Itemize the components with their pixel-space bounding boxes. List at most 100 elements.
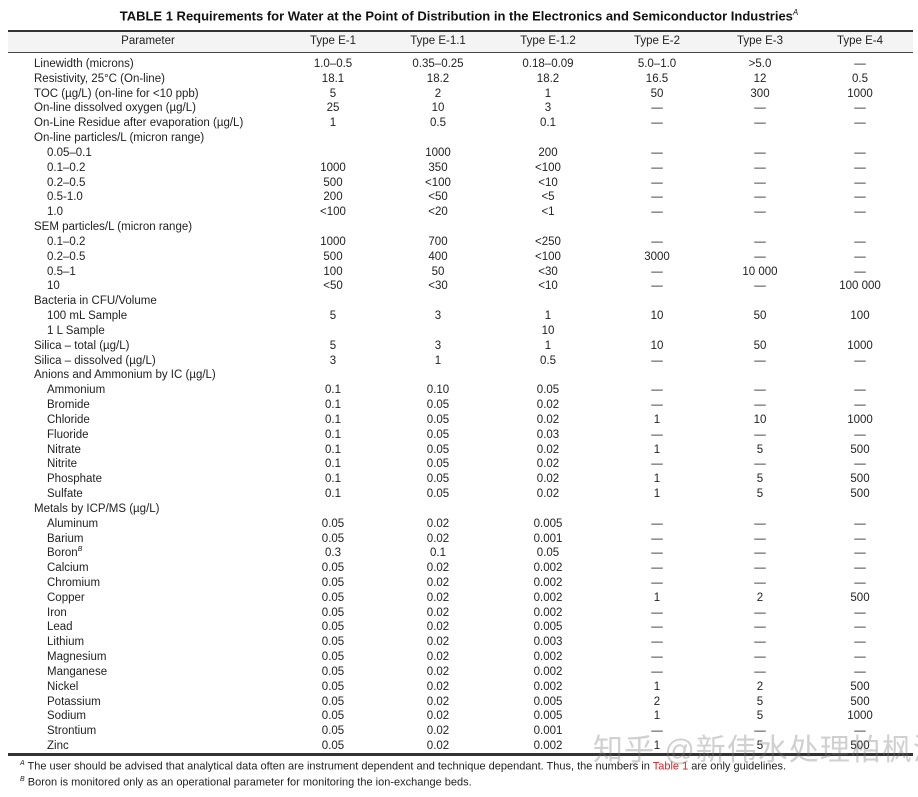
parameter-label: Aluminum: [47, 517, 99, 530]
table-cell: <10: [538, 280, 558, 293]
parameter-label: 0.2–0.5: [47, 176, 86, 189]
table-cell: —: [651, 725, 663, 738]
table-row: Lead 0.05 0.02 0.005 — — —: [0, 620, 918, 635]
table-cell: 0.35–0.25: [412, 58, 464, 70]
table-cell: 0.02: [426, 621, 450, 634]
footnote-b: B Boron is monitored only as an operatio…: [20, 776, 472, 789]
table-header: Parameter Type E-1 Type E-1.1 Type E-1.2 Typ…: [8, 32, 913, 53]
parameter-label: 0.1–0.2: [47, 161, 86, 174]
table-cell: —: [651, 547, 663, 560]
table-row: Phosphate 0.1 0.05 0.02 1 5 500: [0, 472, 918, 487]
table-cell: 0.1: [325, 473, 341, 486]
table-cell: 50: [753, 310, 767, 323]
table-cell: —: [854, 665, 866, 678]
table-cell: 0.05: [321, 725, 345, 738]
table-cell: —: [651, 606, 663, 619]
table-cell: 500: [850, 680, 870, 693]
table-cell: —: [754, 576, 766, 589]
row-parameter: Copper: [47, 591, 85, 606]
table-row: Iron 0.05 0.02 0.002 — — —: [0, 606, 918, 621]
table-cell: 500: [850, 473, 870, 486]
table-cell: 1: [544, 339, 552, 352]
table-cell: —: [754, 517, 766, 530]
table-row: SEM particles/L (micron range): [0, 220, 918, 235]
table-cell: 0.05: [321, 651, 345, 664]
table-cell: 0.02: [426, 562, 450, 575]
table-cell: 0.002: [533, 651, 563, 664]
parameter-label: Fluoride: [47, 428, 89, 441]
table-cell: —: [754, 235, 766, 248]
table-cell: 5: [329, 87, 337, 100]
table-cell: 1000: [847, 710, 873, 723]
table-cell: <10: [538, 176, 558, 189]
table-cell: 18.1: [321, 72, 345, 85]
row-parameter: Aluminum: [47, 517, 98, 532]
table-cell: —: [651, 665, 663, 678]
table-cell: —: [651, 532, 663, 545]
title-footnote-mark: A: [792, 8, 799, 17]
table-cell: —: [854, 235, 866, 248]
table-cell: —: [854, 606, 866, 619]
row-parameter: Iron: [47, 606, 67, 621]
row-parameter: Fluoride: [47, 428, 89, 443]
table-cell: —: [651, 206, 663, 219]
table-cell: 700: [428, 235, 448, 248]
row-parameter: Magnesium: [47, 650, 106, 665]
table-cell: 0.02: [536, 473, 560, 486]
table-row: Calcium 0.05 0.02 0.002 — — —: [0, 561, 918, 576]
table-cell: —: [854, 399, 866, 412]
table-cell: 0.02: [426, 532, 450, 545]
table-cell: 0.005: [533, 517, 563, 530]
table-cell: —: [854, 562, 866, 575]
parameter-label: Bacteria in CFU/Volume: [34, 295, 157, 308]
table-cell: 0.05: [426, 413, 450, 426]
table-row: Fluoride 0.1 0.05 0.03 — — —: [0, 428, 918, 443]
parameter-label: Nickel: [47, 680, 79, 693]
table-row: Bacteria in CFU/Volume: [0, 294, 918, 309]
table-cell: 100: [850, 310, 870, 323]
table-cell: 3: [329, 354, 337, 367]
table-row: Nitrate 0.1 0.05 0.02 1 5 500: [0, 443, 918, 458]
parameter-label: Potassium: [47, 695, 101, 708]
table-cell: 0.02: [536, 458, 560, 471]
table-cell: —: [651, 636, 663, 649]
table-cell: 10: [431, 102, 445, 115]
parameter-label: Chromium: [47, 576, 101, 589]
table-cell: —: [854, 191, 866, 204]
top-rule: [8, 30, 913, 32]
parameter-label: Silica – total (µg/L): [34, 339, 130, 352]
table-cell: 3000: [644, 250, 670, 263]
table-cell: <100: [535, 250, 561, 263]
row-parameter: Nitrate: [47, 443, 81, 458]
table-row: On-line dissolved oxygen (µg/L) 25 10 3 — — —: [0, 101, 918, 116]
row-parameter: Anions and Ammonium by IC (µg/L): [34, 368, 216, 383]
table-cell: 0.005: [533, 621, 563, 634]
table-cell: —: [651, 576, 663, 589]
table-row: Sodium 0.05 0.02 0.005 1 5 1000: [0, 709, 918, 724]
table-cell: <250: [535, 235, 561, 248]
table-link[interactable]: Table 1: [652, 760, 689, 773]
table-cell: —: [854, 176, 866, 189]
table-cell: 10 000: [742, 265, 778, 278]
parameter-label: Linewidth (microns): [34, 58, 134, 70]
table-cell: 0.001: [533, 532, 563, 545]
table-cell: 1: [653, 443, 661, 456]
table-cell: 1: [544, 87, 552, 100]
table-cell: 0.002: [533, 562, 563, 575]
table-cell: —: [754, 665, 766, 678]
table-cell: 1: [653, 680, 661, 693]
table-row: Metals by ICP/MS (µg/L): [0, 502, 918, 517]
table-cell: —: [754, 176, 766, 189]
table-title-text: TABLE 1 Requirements for Water at the Po…: [119, 8, 793, 24]
parameter-label: Sodium: [47, 710, 86, 723]
parameter-label: Bromide: [47, 399, 90, 412]
table-row: Potassium 0.05 0.02 0.005 2 5 500: [0, 695, 918, 710]
table-cell: 0.1: [325, 443, 341, 456]
row-parameter: Calcium: [47, 561, 89, 576]
table-cell: —: [651, 458, 663, 471]
table-cell: 0.05: [426, 428, 450, 441]
table-row: Manganese 0.05 0.02 0.002 — — —: [0, 665, 918, 680]
table-cell: 2: [756, 591, 764, 604]
row-parameter: 0.05–0.1: [47, 146, 92, 161]
